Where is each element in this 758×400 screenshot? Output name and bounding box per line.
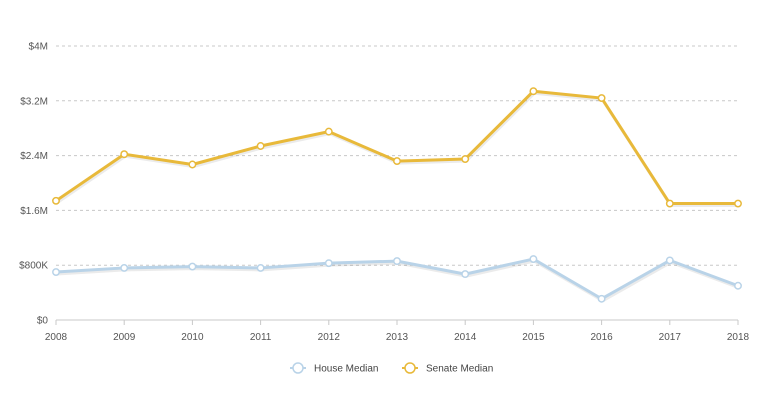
x-tick-label: 2013 — [386, 332, 409, 343]
data-point[interactable] — [393, 257, 401, 266]
data-point[interactable] — [120, 150, 129, 159]
x-tick-label: 2014 — [454, 332, 477, 343]
data-point[interactable] — [188, 160, 197, 169]
x-tick-label: 2011 — [250, 332, 272, 343]
series-layer — [52, 87, 742, 303]
data-point[interactable] — [461, 155, 470, 163]
x-tick-label: 2008 — [45, 332, 68, 343]
legend-marker-icon — [404, 362, 416, 374]
y-tick-label: $2.4M — [20, 151, 48, 162]
x-tick-label: 2018 — [727, 332, 750, 343]
data-point[interactable] — [393, 157, 401, 166]
series-line — [54, 89, 740, 206]
data-point[interactable] — [52, 268, 60, 276]
data-point[interactable] — [597, 94, 606, 103]
data-point[interactable] — [256, 142, 265, 150]
data-point[interactable] — [597, 294, 606, 303]
y-tick-label: $0 — [37, 316, 49, 327]
data-point[interactable] — [529, 87, 538, 96]
data-point[interactable] — [120, 263, 129, 272]
x-tick-label: 2012 — [318, 332, 341, 343]
x-tick-label: 2017 — [659, 332, 682, 343]
data-point[interactable] — [665, 256, 674, 265]
y-tick-label: $4M — [29, 42, 48, 53]
data-point[interactable] — [324, 127, 333, 136]
data-point[interactable] — [256, 263, 265, 272]
x-tick-label: 2015 — [522, 332, 545, 343]
legend-label: Senate Median — [426, 364, 493, 375]
x-tick-label: 2016 — [590, 332, 613, 343]
legend-item-house-median[interactable]: House Median — [290, 362, 378, 375]
x-tick-label: 2009 — [113, 332, 136, 343]
series-house-median — [52, 255, 742, 303]
data-point[interactable] — [734, 199, 742, 208]
series-senate-median — [52, 87, 742, 208]
data-point[interactable] — [734, 281, 742, 290]
legend: House Median Senate Median — [290, 362, 493, 375]
y-tick-label: $3.2M — [20, 96, 48, 107]
data-point[interactable] — [461, 270, 470, 279]
data-point[interactable] — [665, 199, 674, 208]
y-axis: $0 $800K $1.6M $2.4M $3.2M $4M — [19, 42, 48, 327]
data-point[interactable] — [188, 262, 197, 271]
legend-label: House Median — [314, 364, 378, 375]
y-tick-label: $800K — [19, 261, 48, 272]
legend-marker-icon — [292, 362, 304, 374]
x-axis: 2008 2009 2010 2011 2012 2013 2014 2015 2016 2017… — [45, 320, 750, 343]
series-line-shadow — [55, 91, 741, 208]
x-tick-label: 2010 — [181, 332, 204, 343]
legend-item-senate-median[interactable]: Senate Median — [402, 362, 493, 375]
data-point[interactable] — [529, 255, 538, 263]
y-tick-label: $1.6M — [20, 206, 48, 217]
data-point[interactable] — [324, 259, 333, 268]
data-point[interactable] — [52, 196, 60, 205]
